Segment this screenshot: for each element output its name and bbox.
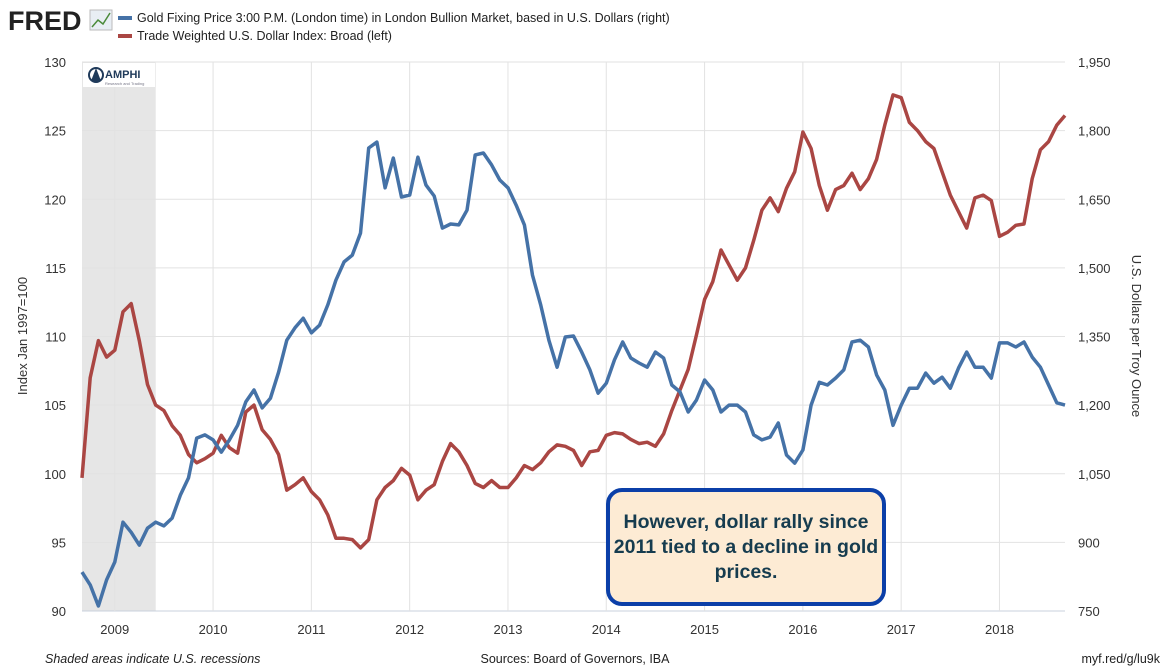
- x-tick: 2017: [887, 622, 916, 637]
- legend-gold: Gold Fixing Price 3:00 P.M. (London time…: [137, 11, 670, 25]
- x-tick: 2013: [494, 622, 523, 637]
- y-tick-left: 105: [44, 398, 66, 413]
- y-tick-right: 1,650: [1078, 192, 1111, 207]
- series-line-dollar: [80, 93, 1067, 550]
- x-tick: 2010: [199, 622, 228, 637]
- legend: Gold Fixing Price 3:00 P.M. (London time…: [118, 11, 670, 43]
- y-tick-left: 125: [44, 124, 66, 139]
- amphi-logo: AMPHI Research and Trading: [83, 63, 155, 87]
- line-chart-icon: [89, 9, 113, 31]
- y-tick-right: 1,050: [1078, 467, 1111, 482]
- legend-swatch-dollar: [118, 34, 132, 38]
- recession-note: Shaded areas indicate U.S. recessions: [45, 652, 260, 666]
- x-tick: 2016: [788, 622, 817, 637]
- y-tick-left: 100: [44, 467, 66, 482]
- y-tick-right: 900: [1078, 535, 1100, 550]
- legend-swatch-gold: [118, 16, 132, 20]
- y-axis-right: 750 900 1,050 1,200 1,350 1,500 1,650 1,800 1,95…: [1078, 55, 1111, 619]
- y-tick-left: 115: [45, 261, 66, 276]
- y-tick-left: 95: [52, 535, 66, 550]
- annotation-text: However, dollar rally since 2011 tied to…: [613, 510, 879, 583]
- y-tick-left: 110: [45, 330, 66, 345]
- svg-text:FRED: FRED: [8, 6, 82, 36]
- short-link[interactable]: myf.red/g/lu9k: [1081, 652, 1160, 666]
- svg-text:Research and Trading: Research and Trading: [105, 81, 144, 86]
- y-tick-right: 1,350: [1078, 330, 1111, 345]
- fred-logo[interactable]: FRED: [8, 6, 113, 36]
- y-tick-left: 90: [52, 604, 66, 619]
- x-tick: 2015: [690, 622, 719, 637]
- y-tick-left: 120: [44, 192, 66, 207]
- legend-dollar: Trade Weighted U.S. Dollar Index: Broad …: [137, 29, 392, 43]
- annotation-box: However, dollar rally since 2011 tied to…: [606, 488, 886, 606]
- y-axis-left: 90 95 100 105 110 115 120 125 130: [44, 55, 66, 619]
- x-tick: 2012: [395, 622, 424, 637]
- svg-text:AMPHI: AMPHI: [105, 69, 140, 81]
- y-tick-right: 1,800: [1078, 124, 1111, 139]
- x-tick: 2018: [985, 622, 1014, 637]
- y-tick-right: 1,950: [1078, 55, 1111, 70]
- y-axis-left-label: Index Jan 1997=100: [15, 277, 30, 395]
- y-tick-right: 1,200: [1078, 398, 1111, 413]
- y-axis-right-label: U.S. Dollars per Troy Ounce: [1129, 255, 1144, 418]
- y-tick-right: 1,500: [1078, 261, 1111, 276]
- grid: [82, 61, 1065, 612]
- x-tick: 2014: [592, 622, 621, 637]
- x-axis: 2009 2010 2011 2012 2013 2014 2015 2016 2017 2018: [100, 622, 1014, 637]
- series-line-gold: [80, 140, 1066, 608]
- y-tick-right: 750: [1078, 604, 1100, 619]
- x-tick: 2009: [100, 622, 129, 637]
- y-tick-left: 130: [44, 55, 66, 70]
- x-tick: 2011: [297, 622, 325, 637]
- sources: Sources: Board of Governors, IBA: [481, 652, 671, 666]
